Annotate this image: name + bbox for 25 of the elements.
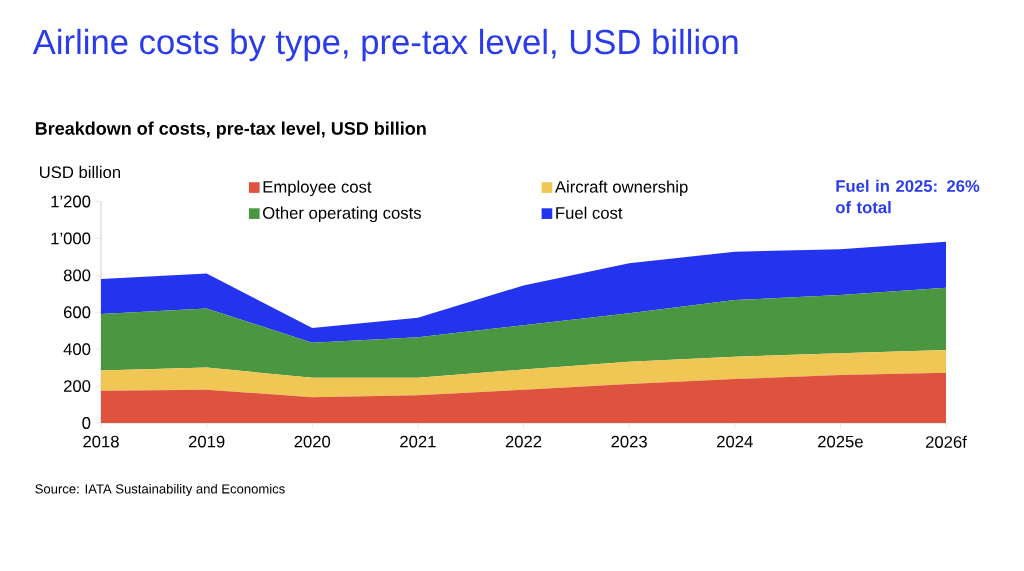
chart-title: Airline costs by type, pre-tax level, USD billion — [32, 28, 738, 62]
y-tick-label: 0 — [82, 417, 91, 429]
legend-label: Other operating costs — [263, 206, 421, 223]
y-tick-label: 400 — [63, 343, 91, 356]
legend-label: Employee cost — [263, 180, 372, 197]
x-tick-label: 2022 — [505, 435, 542, 448]
x-tick-label: 2018 — [83, 435, 119, 448]
x-tick-label: 2021 — [400, 435, 436, 448]
x-tick-label: 2019 — [188, 435, 225, 448]
y-tick-label: 1’200 — [51, 195, 91, 208]
x-tick-label: 2023 — [611, 435, 647, 448]
y-tick-label: 800 — [63, 269, 91, 282]
source-note: Source: IATA Sustainability and Economics — [35, 483, 285, 497]
y-tick-label: 200 — [63, 380, 91, 392]
legend-label: Aircraft ownership — [554, 180, 688, 197]
x-tick-label: 2026f — [925, 435, 967, 448]
legend-label: Fuel cost — [556, 206, 623, 219]
y-tick-label: 1’000 — [51, 232, 91, 245]
annotation: Fuel in 2025: 26% of total — [835, 179, 980, 214]
x-tick-label: 2025e — [818, 435, 863, 448]
y-axis-title: USD billion — [39, 165, 121, 179]
y-tick-label: 600 — [63, 306, 91, 319]
x-tick-label: 2020 — [294, 435, 331, 448]
chart-subtitle: Breakdown of costs, pre-tax level, USD billion — [35, 121, 426, 139]
x-tick-label: 2024 — [717, 435, 753, 448]
